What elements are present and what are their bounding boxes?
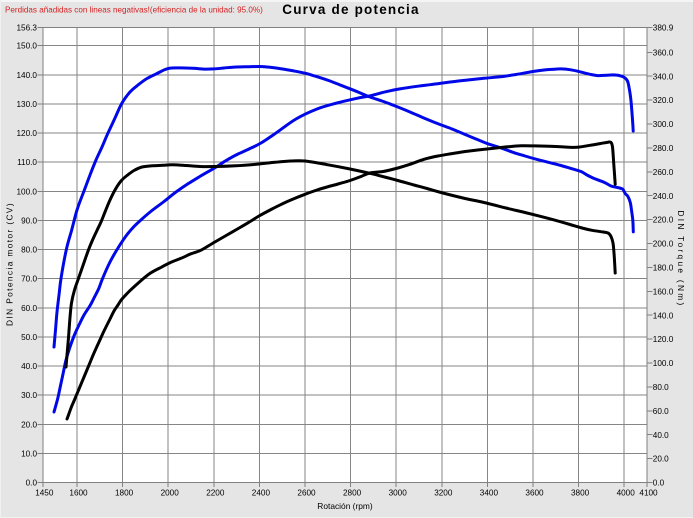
svg-text:DIN Potencia motor (CV): DIN Potencia motor (CV) — [5, 202, 15, 326]
svg-text:Perdidas añadidas con lineas n: Perdidas añadidas con lineas negativas!(… — [5, 6, 263, 15]
svg-text:0.0: 0.0 — [26, 479, 38, 488]
svg-text:Curva de potencia: Curva de potencia — [282, 2, 419, 17]
svg-text:380.9: 380.9 — [653, 23, 674, 32]
svg-text:50.0: 50.0 — [21, 333, 37, 342]
svg-text:300.0: 300.0 — [653, 120, 674, 129]
svg-text:180.0: 180.0 — [653, 264, 674, 273]
svg-text:140.0: 140.0 — [653, 311, 674, 320]
svg-text:160.0: 160.0 — [653, 287, 674, 296]
svg-text:80.0: 80.0 — [653, 383, 669, 392]
svg-text:156.3: 156.3 — [17, 23, 38, 32]
svg-text:70.0: 70.0 — [21, 275, 37, 284]
svg-text:20.0: 20.0 — [21, 420, 37, 429]
svg-text:100.0: 100.0 — [17, 187, 38, 196]
svg-text:2400: 2400 — [252, 489, 271, 498]
svg-text:340.0: 340.0 — [653, 72, 674, 81]
svg-text:1450: 1450 — [35, 489, 54, 498]
svg-text:Rotación (rpm): Rotación (rpm) — [317, 501, 373, 511]
svg-text:320.0: 320.0 — [653, 96, 674, 105]
svg-text:60.0: 60.0 — [21, 304, 37, 313]
svg-text:2800: 2800 — [343, 489, 362, 498]
svg-text:90.0: 90.0 — [21, 217, 37, 226]
svg-text:220.0: 220.0 — [653, 216, 674, 225]
svg-text:4000: 4000 — [617, 489, 636, 498]
svg-text:1800: 1800 — [115, 489, 134, 498]
svg-text:3000: 3000 — [389, 489, 408, 498]
svg-text:2000: 2000 — [161, 489, 180, 498]
svg-text:120.0: 120.0 — [653, 335, 674, 344]
svg-text:3200: 3200 — [434, 489, 453, 498]
svg-text:80.0: 80.0 — [21, 246, 37, 255]
svg-text:3400: 3400 — [480, 489, 499, 498]
svg-text:3600: 3600 — [525, 489, 544, 498]
svg-text:130.0: 130.0 — [17, 100, 38, 109]
svg-text:260.0: 260.0 — [653, 168, 674, 177]
svg-text:10.0: 10.0 — [21, 450, 37, 459]
svg-text:100.0: 100.0 — [653, 359, 674, 368]
svg-text:200.0: 200.0 — [653, 240, 674, 249]
svg-text:DIN Torque (Nm): DIN Torque (Nm) — [676, 210, 686, 307]
svg-text:20.0: 20.0 — [653, 455, 669, 464]
svg-text:2200: 2200 — [206, 489, 225, 498]
svg-text:120.0: 120.0 — [17, 129, 38, 138]
svg-text:30.0: 30.0 — [21, 391, 37, 400]
svg-text:3800: 3800 — [571, 489, 590, 498]
svg-text:2600: 2600 — [297, 489, 316, 498]
svg-text:1600: 1600 — [69, 489, 88, 498]
svg-text:0.0: 0.0 — [653, 479, 665, 488]
svg-text:360.0: 360.0 — [653, 48, 674, 57]
svg-text:4100: 4100 — [639, 489, 658, 498]
svg-text:280.0: 280.0 — [653, 144, 674, 153]
svg-text:240.0: 240.0 — [653, 192, 674, 201]
svg-text:110.0: 110.0 — [17, 158, 37, 167]
svg-text:40.0: 40.0 — [653, 431, 669, 440]
svg-text:60.0: 60.0 — [653, 407, 669, 416]
svg-text:150.0: 150.0 — [17, 42, 38, 51]
svg-text:140.0: 140.0 — [17, 71, 38, 80]
svg-text:40.0: 40.0 — [21, 362, 37, 371]
